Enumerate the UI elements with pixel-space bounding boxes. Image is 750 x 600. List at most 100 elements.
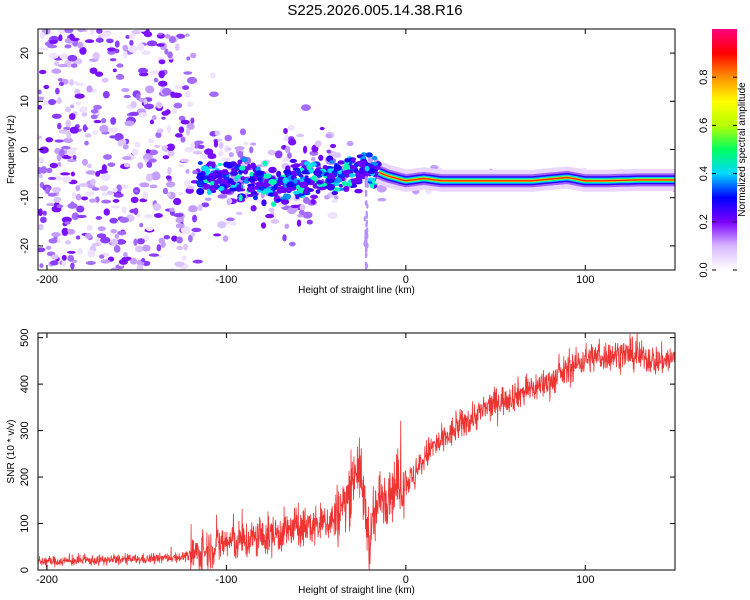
heatmap-cell bbox=[101, 192, 109, 196]
heatmap-cell bbox=[134, 141, 141, 148]
heatmap-cell bbox=[166, 192, 172, 197]
heatmap-cell bbox=[63, 137, 74, 144]
heatmap-cell bbox=[161, 145, 169, 149]
heatmap-cell bbox=[186, 186, 195, 190]
heatmap-cell bbox=[310, 198, 316, 205]
heatmap-cell bbox=[376, 184, 387, 193]
heatmap-cell bbox=[197, 203, 203, 212]
heatmap-cell bbox=[306, 219, 313, 225]
snr-panel: -200 -100 0 100 0 100 200 300 400 500 Height of s… bbox=[6, 328, 676, 596]
heatmap-cell bbox=[76, 205, 85, 213]
snr-y-tick-label: 500 bbox=[19, 328, 31, 346]
heatmap-cell bbox=[38, 208, 43, 217]
heatmap-cell bbox=[260, 222, 267, 229]
heatmap-cell bbox=[173, 197, 182, 206]
snr-frame bbox=[37, 332, 676, 571]
heatmap-cell bbox=[112, 187, 118, 193]
heatmap-cell bbox=[283, 193, 292, 200]
snr-x-tick-label: -100 bbox=[215, 574, 237, 586]
heatmap-cell bbox=[299, 209, 305, 216]
heatmap-cell bbox=[64, 221, 71, 225]
heatmap-cell bbox=[136, 238, 145, 245]
heatmap-cell bbox=[39, 69, 47, 75]
heatmap-cell bbox=[46, 167, 53, 173]
heatmap-cell bbox=[49, 162, 58, 169]
heatmap-cell bbox=[209, 91, 219, 98]
heatmap-cell bbox=[169, 207, 175, 212]
heatmap-cell bbox=[47, 176, 57, 180]
heatmap-cell bbox=[123, 252, 128, 258]
heatmap-cell bbox=[330, 143, 337, 149]
heatmap-x-axis-label: Height of straight line (km) bbox=[298, 285, 415, 296]
heatmap-cell bbox=[89, 198, 97, 203]
heatmap-cell bbox=[71, 212, 79, 221]
colorbar: 0.0 0.2 0.4 0.6 0.8 Normalized spectral ampl… bbox=[698, 29, 748, 278]
heatmap-cell bbox=[134, 189, 139, 193]
heatmap-cell bbox=[78, 183, 89, 187]
heatmap-cell bbox=[101, 77, 109, 83]
heatmap-x-tick-label: -200 bbox=[36, 274, 58, 286]
heatmap-cell bbox=[265, 213, 275, 219]
heatmap-cell bbox=[166, 143, 176, 151]
heatmap-cell bbox=[270, 218, 280, 224]
heatmap-x-tick-label: -100 bbox=[215, 274, 237, 286]
heatmap-cell bbox=[176, 246, 184, 251]
heatmap-cell bbox=[142, 260, 151, 266]
heatmap-cell bbox=[75, 235, 81, 240]
heatmap-cell bbox=[139, 182, 150, 188]
heatmap-cell bbox=[176, 236, 183, 244]
heatmap-cell bbox=[38, 96, 45, 101]
heatmap-cell bbox=[367, 167, 376, 175]
heatmap-cell bbox=[119, 139, 127, 145]
heatmap-cell bbox=[217, 138, 223, 142]
heatmap-cell bbox=[143, 235, 150, 242]
heatmap-cell bbox=[173, 213, 184, 218]
heatmap-cell bbox=[170, 91, 176, 98]
heatmap-cell bbox=[364, 189, 368, 195]
heatmap-cell bbox=[89, 67, 98, 74]
heatmap-cell bbox=[339, 173, 346, 178]
heatmap-cell bbox=[142, 191, 149, 200]
heatmap-cell bbox=[186, 127, 191, 136]
heatmap-cell bbox=[137, 43, 145, 51]
heatmap-cell bbox=[224, 134, 232, 142]
snr-y-tick-label: 300 bbox=[19, 421, 31, 439]
heatmap-cell bbox=[90, 108, 99, 114]
heatmap-cell bbox=[218, 142, 224, 149]
heatmap-cell bbox=[364, 165, 370, 172]
heatmap-cell bbox=[248, 177, 256, 183]
heatmap-cell bbox=[120, 184, 129, 190]
heatmap-cell bbox=[110, 205, 120, 209]
colorbar-tick-label: 0.0 bbox=[698, 262, 710, 277]
heatmap-cell bbox=[57, 77, 63, 82]
heatmap-cell bbox=[70, 63, 78, 68]
heatmap-cell bbox=[58, 81, 65, 87]
heatmap-cell bbox=[365, 231, 369, 237]
heatmap-cell bbox=[240, 176, 246, 181]
heatmap-cell bbox=[100, 259, 111, 264]
heatmap-cell bbox=[299, 181, 309, 189]
heatmap-cell bbox=[343, 163, 352, 171]
heatmap-cell bbox=[64, 44, 72, 49]
heatmap-cell bbox=[49, 260, 59, 266]
heatmap-cell bbox=[95, 37, 104, 43]
heatmap-cell bbox=[67, 250, 76, 254]
heatmap-cell bbox=[56, 204, 64, 209]
heatmap-cell bbox=[122, 156, 132, 161]
heatmap-cell bbox=[308, 168, 315, 174]
heatmap-cell bbox=[197, 172, 204, 178]
heatmap-cell bbox=[196, 179, 205, 186]
heatmap-cell bbox=[225, 147, 232, 151]
heatmap-cell bbox=[138, 112, 148, 118]
heatmap-cell bbox=[48, 52, 59, 59]
heatmap-cell bbox=[357, 160, 366, 168]
heatmap-cell bbox=[355, 172, 364, 179]
heatmap-cell bbox=[346, 140, 354, 147]
colorbar-tick-label: 0.4 bbox=[698, 166, 710, 181]
heatmap-cell bbox=[112, 199, 120, 203]
heatmap-cell bbox=[61, 229, 68, 236]
heatmap-cell bbox=[281, 199, 290, 205]
heatmap-cell bbox=[62, 176, 72, 183]
heatmap-cell bbox=[276, 188, 285, 194]
heatmap-cell bbox=[67, 54, 78, 62]
